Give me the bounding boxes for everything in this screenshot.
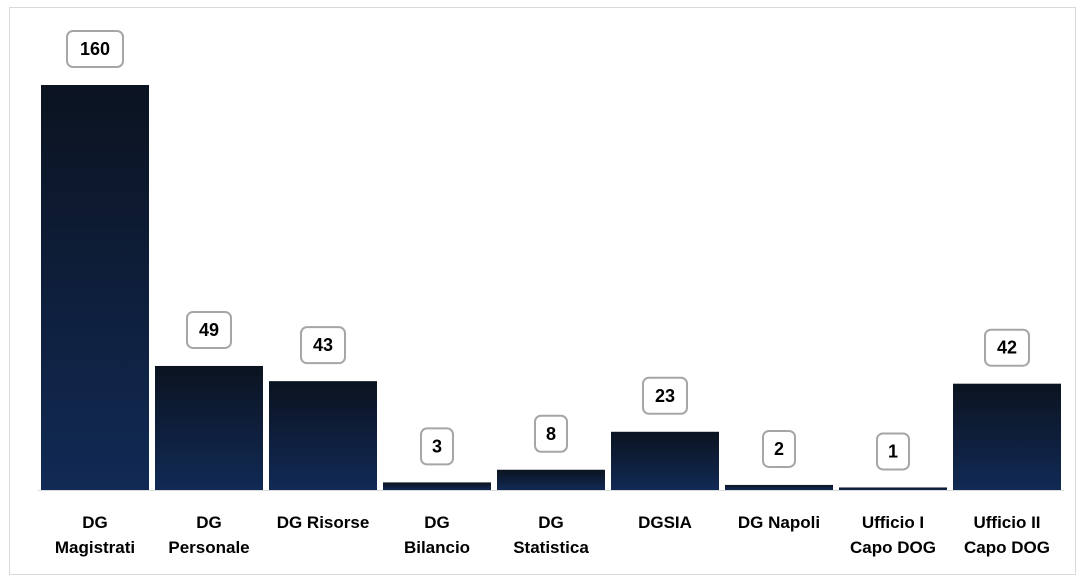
category-label-line: DG — [424, 513, 450, 532]
bar-0 — [41, 85, 149, 490]
bar-7 — [839, 487, 947, 490]
category-label-5: DGSIA — [638, 513, 692, 532]
data-label-box-1 — [186, 310, 232, 349]
data-label-text-0: 160 — [80, 39, 110, 59]
category-label-line: Ufficio I — [862, 513, 924, 532]
data-labels-layer: 160 49 43 3 8 23 2 1 42 — [66, 30, 1030, 471]
data-label-text-5: 23 — [655, 386, 675, 406]
category-label-line: Ufficio II — [973, 513, 1040, 532]
category-label-line: Statistica — [513, 538, 589, 557]
data-label-box-4 — [534, 414, 568, 453]
data-label-box-5 — [642, 376, 688, 415]
data-label-2: 43 — [300, 326, 346, 365]
bar-3 — [383, 482, 491, 490]
category-label-line: DGSIA — [638, 513, 692, 532]
bars-layer — [41, 85, 1061, 490]
data-label-0: 160 — [66, 30, 124, 68]
data-label-box-7 — [876, 432, 910, 471]
data-label-text-4: 8 — [546, 424, 556, 444]
category-label-2: DG Risorse — [277, 513, 370, 532]
category-label-line: Bilancio — [404, 538, 470, 557]
category-label-line: Personale — [168, 538, 249, 557]
data-label-box-3 — [420, 427, 454, 466]
data-label-box-6 — [762, 429, 796, 468]
data-label-text-3: 3 — [432, 436, 442, 456]
bar-2 — [269, 381, 377, 490]
data-label-7: 1 — [876, 432, 910, 471]
category-label-4: DG Statistica — [513, 513, 589, 557]
data-label-6: 2 — [762, 429, 796, 468]
category-labels-layer: DG Magistrati DG Personale DG Risorse DG Bilan… — [55, 513, 1050, 557]
category-label-1: DG Personale — [168, 513, 249, 557]
category-label-6: DG Napoli — [738, 513, 820, 532]
category-label-line: DG — [538, 513, 564, 532]
category-label-3: DG Bilancio — [404, 513, 470, 557]
data-label-3: 3 — [420, 427, 454, 466]
category-label-8: Ufficio II Capo DOG — [964, 513, 1050, 557]
category-label-line: Capo DOG — [850, 538, 936, 557]
category-label-7: Ufficio I Capo DOG — [850, 513, 936, 557]
category-label-line: Magistrati — [55, 538, 135, 557]
data-label-text-2: 43 — [313, 335, 333, 355]
data-label-text-6: 2 — [774, 439, 784, 459]
data-label-8: 42 — [984, 328, 1030, 367]
bar-4 — [497, 469, 605, 490]
data-label-box-8 — [984, 328, 1030, 367]
category-label-0: DG Magistrati — [55, 513, 135, 557]
data-label-1: 49 — [186, 310, 232, 349]
data-label-box-0 — [66, 30, 124, 68]
bar-8 — [953, 383, 1061, 490]
bar-1 — [155, 365, 263, 490]
bar-6 — [725, 484, 833, 490]
category-label-line: Capo DOG — [964, 538, 1050, 557]
bar-5 — [611, 431, 719, 490]
data-label-5: 23 — [642, 376, 688, 415]
data-label-text-1: 49 — [199, 320, 219, 340]
data-label-text-8: 42 — [997, 338, 1017, 358]
category-label-line: DG — [82, 513, 108, 532]
data-label-box-2 — [300, 326, 346, 365]
category-label-line: DG — [196, 513, 222, 532]
category-label-line: DG Risorse — [277, 513, 370, 532]
category-label-line: DG Napoli — [738, 513, 820, 532]
data-label-text-7: 1 — [888, 441, 898, 461]
data-label-4: 8 — [534, 414, 568, 453]
